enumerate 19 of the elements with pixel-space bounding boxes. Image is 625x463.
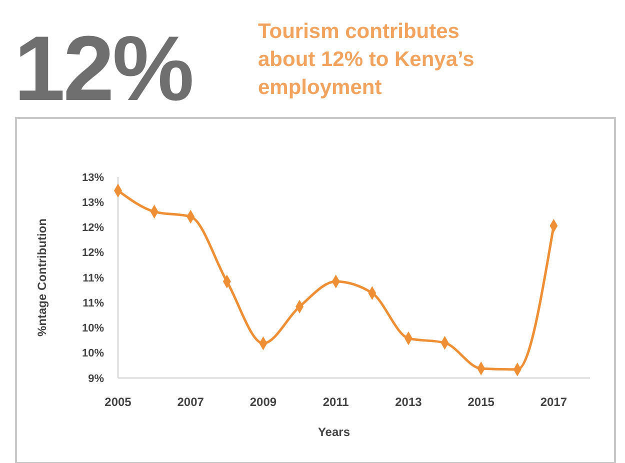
y-tick-label: 13% — [82, 196, 104, 209]
y-tick-label: 11% — [82, 297, 104, 310]
x-tick-label: 2017 — [540, 395, 568, 409]
y-tick-label: 12% — [82, 222, 104, 234]
y-tick-label: 11% — [82, 272, 104, 284]
y-tick-label: 9% — [88, 372, 104, 385]
x-tick-label: 2007 — [177, 395, 204, 409]
y-tick-label: 10% — [82, 322, 104, 335]
x-tick-label: 2011 — [322, 395, 350, 409]
x-tick-label: 2009 — [250, 395, 277, 409]
x-tick-label: 2015 — [468, 395, 495, 409]
chart-subtitle: Tourism contributes about 12% to Kenya’s employment — [258, 20, 474, 99]
y-tick-label: 13% — [82, 172, 104, 184]
x-tick-label: 2005 — [104, 395, 132, 409]
x-axis-title: Years — [318, 425, 350, 439]
x-tick-label: 2013 — [395, 395, 422, 409]
y-tick-label: 10% — [82, 348, 104, 360]
y-axis-title: %ntage Contribution — [35, 218, 49, 336]
y-tick-label: 12% — [82, 247, 104, 260]
